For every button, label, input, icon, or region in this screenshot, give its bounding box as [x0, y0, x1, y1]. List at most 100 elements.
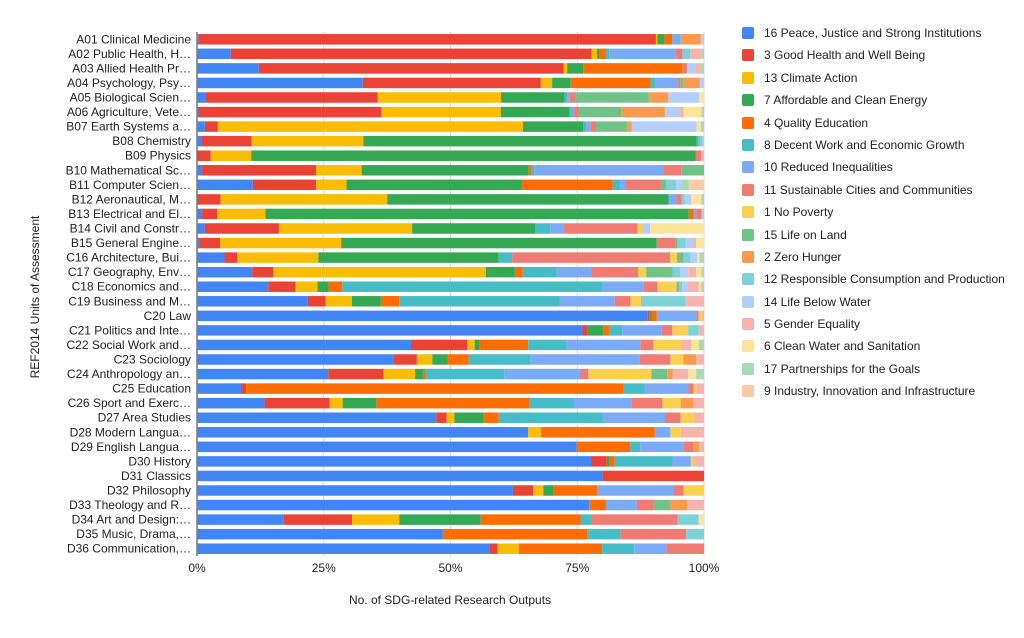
bar-segment — [656, 237, 676, 249]
bar-segment — [602, 543, 635, 554]
legend-item: 6 Clean Water and Sanitation — [742, 339, 1012, 353]
bar-segment — [680, 427, 704, 438]
bar-segment — [614, 296, 631, 307]
bar-segment — [701, 106, 704, 118]
bar-segment — [217, 208, 266, 220]
bar-segment — [197, 237, 200, 249]
bar-segment — [197, 150, 211, 161]
bar-segment — [680, 397, 694, 409]
bar-segment — [661, 325, 673, 336]
bar-segment — [670, 252, 677, 263]
category-label: D36 Communication,… — [67, 542, 191, 556]
bar-segment — [202, 165, 317, 176]
bar-segment — [687, 281, 699, 292]
bar-segment — [660, 179, 666, 191]
category-label: D32 Philosophy — [107, 484, 191, 498]
bar-segment — [377, 92, 501, 103]
bar-segment — [381, 106, 501, 118]
bar-segment — [668, 194, 677, 205]
bar-segment — [205, 92, 378, 103]
bar-segment — [680, 77, 684, 89]
bar-segment — [590, 121, 597, 132]
bar-segment — [474, 339, 480, 351]
bar-segment — [683, 252, 691, 263]
bar-segment — [570, 77, 651, 89]
x-tick-label: 75% — [565, 561, 589, 575]
bar-segment — [699, 252, 704, 263]
bar-segment — [700, 63, 704, 74]
legend-item: 2 Zero Hunger — [742, 250, 1012, 264]
bar-segment — [701, 208, 704, 220]
bar-segment — [564, 92, 568, 103]
bar-segment — [681, 194, 685, 205]
bar-segment — [197, 514, 284, 525]
bar-segment — [672, 456, 691, 467]
legend-swatch — [742, 206, 754, 219]
bar-segment — [682, 63, 688, 74]
bar-segment — [591, 456, 607, 467]
legend-label: 15 Life on Land — [764, 227, 847, 242]
bar-segment — [318, 252, 499, 263]
bar-segment — [556, 266, 592, 278]
bar-segment — [199, 237, 221, 249]
bar-segment — [220, 237, 342, 249]
bar-segment — [198, 34, 656, 45]
bar-segment — [393, 354, 417, 365]
bar-segment — [680, 412, 694, 423]
bar-segment — [690, 252, 698, 263]
legend-swatch — [742, 71, 754, 84]
legend-swatch — [742, 273, 754, 286]
bar-segment — [686, 528, 704, 540]
bar-segment — [680, 34, 701, 45]
bar-segment — [663, 165, 682, 176]
bar-segment — [596, 485, 674, 496]
bar-segment — [602, 412, 665, 423]
legend-item: 4 Quality Education — [742, 116, 1012, 130]
bar-segment — [612, 179, 621, 191]
bar-segment — [543, 485, 554, 496]
category-label: C26 Sport and Exerc… — [68, 396, 191, 410]
bar-segment — [387, 194, 669, 205]
legend-label: 12 Responsible Consumption and Productio… — [764, 272, 1005, 287]
bar-segment — [608, 325, 623, 336]
bar-segment — [591, 266, 639, 278]
category-label: D33 Theology and R… — [69, 498, 191, 512]
bar-segment — [197, 48, 231, 60]
bar-segment — [273, 266, 486, 278]
bar-segment — [571, 106, 574, 118]
legend-item: 11 Sustainable Cities and Communities — [742, 183, 1012, 197]
bar-segment — [597, 48, 600, 60]
bar-segment — [596, 121, 628, 132]
legend-swatch — [742, 183, 754, 196]
bar-segment — [197, 179, 253, 191]
bar-segment — [622, 325, 662, 336]
bar-segment — [383, 368, 416, 380]
bar-segment — [676, 252, 684, 263]
legend-label: 1 No Poverty — [764, 205, 834, 220]
bar-segment — [602, 281, 644, 292]
category-label: C25 Education — [112, 382, 191, 396]
legend-label: 5 Gender Equality — [764, 317, 861, 332]
category-label: B10 Mathematical Sc… — [66, 163, 191, 177]
category-label: C20 Law — [144, 309, 192, 323]
bar-segment — [640, 296, 686, 307]
bar-segment — [422, 368, 426, 380]
bar-segment — [702, 135, 704, 147]
bar-segment — [670, 354, 684, 365]
bar-segment — [574, 397, 632, 409]
bar-segment — [637, 223, 643, 234]
bar-segment — [681, 165, 704, 176]
bar-segment — [666, 543, 704, 554]
category-label: A01 Clinical Medicine — [76, 32, 191, 46]
bar-segment — [605, 499, 637, 511]
bar-segment — [197, 208, 203, 220]
bar-segment — [696, 121, 701, 132]
bar-segment — [649, 310, 652, 322]
bar-segment — [653, 339, 682, 351]
bar-segment — [197, 485, 513, 496]
bar-segment — [701, 310, 704, 322]
bar-segment — [664, 34, 673, 45]
bar-segment — [485, 266, 515, 278]
bar-segment — [656, 310, 697, 322]
